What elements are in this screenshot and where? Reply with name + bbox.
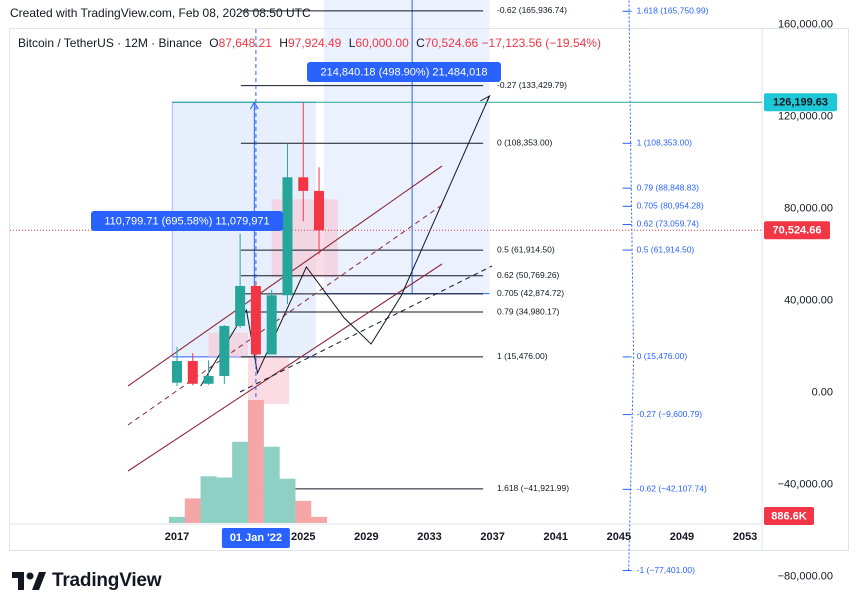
- fib-retracement-label: 0.5 (61,914.50): [497, 244, 555, 254]
- volume-bar: [232, 441, 249, 523]
- low-value: 60,000.00: [355, 36, 409, 50]
- fib-extension-label: 0.79 (88,848.83): [637, 182, 700, 192]
- last-price-tag-bg: [764, 221, 830, 240]
- time-axis-tick: 2041: [543, 531, 567, 543]
- open-key: O: [209, 36, 219, 50]
- price-axis-tick: −80,000.00: [778, 570, 833, 582]
- candle-body[interactable]: [282, 177, 293, 296]
- measure-box-2[interactable]: [323, 0, 490, 294]
- channel-lower-line[interactable]: [127, 263, 443, 472]
- time-axis-tick: 2045: [607, 531, 631, 543]
- volume-bar: [247, 400, 264, 523]
- candle-body[interactable]: [219, 325, 230, 376]
- high-key: H: [279, 36, 288, 50]
- fib-retracement-label: 0.62 (50,769.26): [497, 270, 560, 280]
- fib-retracement-label: -0.62 (165,936.74): [497, 5, 567, 15]
- volume-bar: [200, 476, 217, 523]
- fib-extension-label: 0.705 (80,954.28): [637, 201, 704, 211]
- price-axis-tick: 0.00: [812, 386, 833, 398]
- time-axis-tick: 2025: [291, 531, 315, 543]
- candle-body[interactable]: [266, 295, 277, 355]
- high-value: 97,924.49: [287, 36, 342, 50]
- symbol-legend: Bitcoin / TetherUS · 12M · Binance O87,6…: [18, 36, 601, 50]
- created-with-caption: Created with TradingView.com, Feb 08, 20…: [10, 6, 311, 20]
- time-axis-tick: 2029: [354, 531, 378, 543]
- fib-extension-label: 1 (108,353.00): [637, 138, 692, 148]
- volume-tag-bg: [764, 507, 814, 525]
- low-key: L: [348, 36, 356, 50]
- tradingview-logo[interactable]: TradingView: [12, 570, 162, 592]
- volume-bar: [311, 516, 328, 523]
- candle-body[interactable]: [314, 190, 325, 231]
- price-axis-tick: 80,000.00: [784, 202, 833, 214]
- fib-extension-label: 1.618 (165,750.99): [637, 6, 709, 16]
- tradingview-logo-icon: [12, 572, 46, 590]
- volume-bar: [169, 516, 185, 523]
- change-value: −17,123.56 (−19.54%): [481, 36, 601, 50]
- fib-retracement-label: 1.618 (−41,921.99): [497, 483, 569, 493]
- fib-extension-trendline[interactable]: [627, 0, 635, 571]
- volume-tag: 886.6K: [771, 510, 807, 522]
- fib-retracement-label: 1 (15,476.00): [497, 351, 548, 361]
- price-axis-tick: 120,000.00: [778, 110, 833, 122]
- price-axis-tick: −40,000.00: [778, 478, 833, 490]
- time-axis-cursor-label: 01 Jan '22: [230, 532, 282, 544]
- tradingview-logo-text: TradingView: [52, 570, 162, 591]
- close-value: 70,524.66: [424, 36, 479, 50]
- volume-bar: [295, 500, 312, 523]
- fib-extension-label: -0.27 (−9,600.79): [637, 409, 703, 419]
- time-axis-tick: 2049: [670, 531, 694, 543]
- open-value: 87,648.21: [218, 36, 272, 50]
- candle-body[interactable]: [235, 285, 246, 326]
- volume-bar: [279, 478, 296, 523]
- time-axis-tick: 2037: [480, 531, 504, 543]
- fib-extension-label: -1 (−77,401.00): [637, 565, 696, 575]
- time-axis-cursor-bg: [221, 528, 290, 548]
- fib-extension-label: 0.5 (61,914.50): [637, 244, 695, 254]
- measure-2-label-bg: [307, 62, 501, 82]
- time-axis-tick: 2053: [733, 531, 757, 543]
- inner-dashed-trendline[interactable]: [239, 265, 493, 393]
- close-key: C: [416, 36, 425, 50]
- time-axis-tick: 2033: [417, 531, 441, 543]
- volume-bar: [263, 446, 280, 523]
- fib-retracement-label: 0 (108,353.00): [497, 138, 552, 148]
- fib-retracement-label: 0.705 (42,874.72): [497, 288, 564, 298]
- last-price-tag: 70,524.66: [773, 225, 822, 237]
- candle-body[interactable]: [187, 360, 198, 384]
- price-axis-tick: 40,000.00: [784, 294, 833, 306]
- candle-body[interactable]: [172, 360, 182, 383]
- range-box-top[interactable]: [271, 199, 338, 278]
- projection-path[interactable]: [200, 95, 490, 387]
- volume-bar: [184, 498, 201, 523]
- measure-1-label: 110,799.71 (695.58%) 11,079,971: [104, 215, 269, 227]
- measure-1-label-bg: [91, 211, 283, 231]
- fib-retracement-label: 0.79 (34,980.17): [497, 306, 560, 316]
- fib-retracement-label: -0.27 (133,429.79): [497, 80, 567, 90]
- ath-price-tag: 126,199.63: [773, 97, 828, 109]
- ath-price-tag-bg: [764, 93, 837, 112]
- candle-body[interactable]: [298, 177, 309, 191]
- volume-bar: [216, 477, 233, 523]
- measure-2-label: 214,840.18 (498.90%) 21,484,018: [321, 66, 488, 78]
- time-axis-tick: 2017: [165, 531, 189, 543]
- fib-extension-label: -0.62 (−42,107.74): [637, 484, 707, 494]
- range-box-2022[interactable]: [248, 356, 290, 404]
- channel-mid-line[interactable]: [127, 204, 443, 426]
- fib-extension-label: 0.62 (73,059.74): [637, 219, 700, 229]
- fib-extension-label: 0 (15,476.00): [637, 351, 688, 361]
- candle-body[interactable]: [250, 285, 261, 355]
- price-axis-tick: 160,000.00: [778, 18, 833, 30]
- symbol-label[interactable]: Bitcoin / TetherUS · 12M · Binance: [18, 36, 202, 50]
- candle-body[interactable]: [203, 375, 214, 384]
